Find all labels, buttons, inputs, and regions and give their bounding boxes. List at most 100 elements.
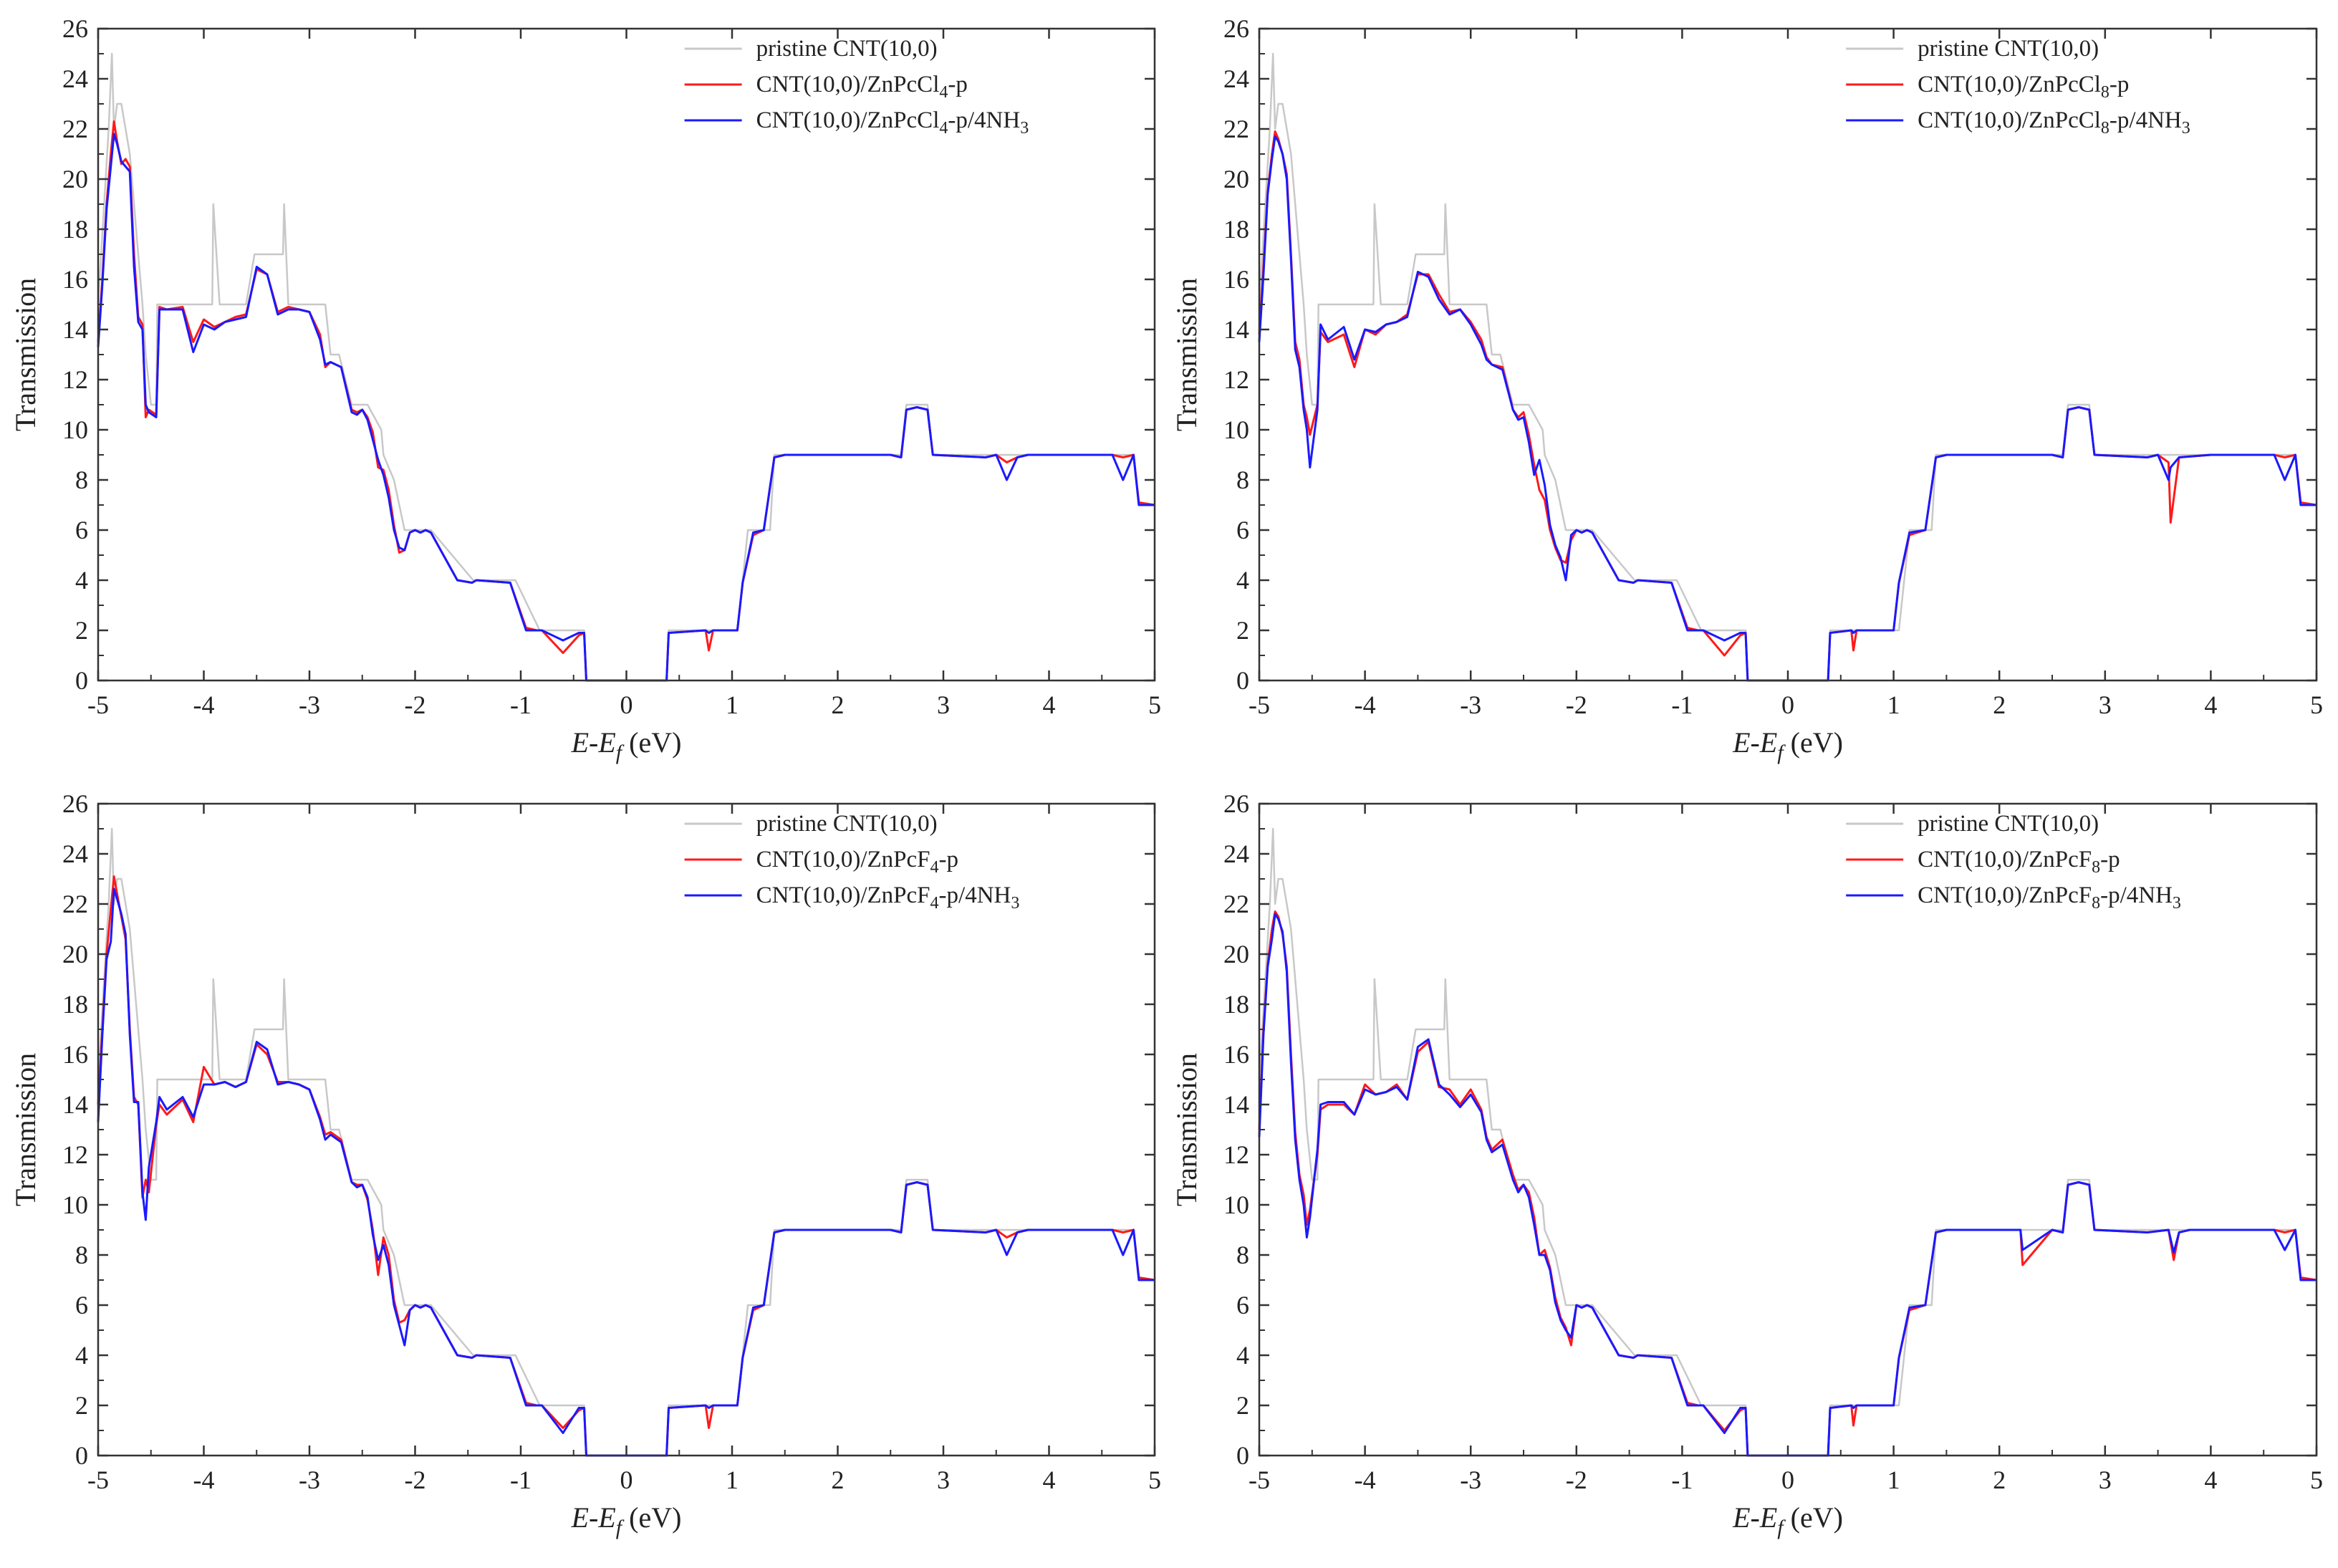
x-tick-label: -2 [405,691,426,719]
y-tick-label: 4 [1236,1341,1249,1370]
x-tick-label: -3 [1460,691,1481,719]
x-tick-label: 1 [726,691,739,719]
y-tick-label: 26 [1223,789,1249,818]
y-tick-label: 8 [1236,466,1249,494]
panel-bottom-right: -5 -4 -3 -2 -1 0 1 2 3 4 502468101214161820222426E… [1170,789,2323,1539]
y-tick-label: 26 [1223,14,1249,43]
y-tick-label: 20 [1223,165,1249,193]
legend-entry-ammonia: CNT(10,0)/ZnPcF4-p/4NH3 [756,882,1020,913]
y-tick-label: 8 [75,1241,88,1269]
x-tick-label: 3 [2099,1466,2112,1494]
x-tick-label: -4 [193,691,215,719]
y-tick-label: 22 [1223,890,1249,918]
y-tick-label: 24 [1223,64,1249,93]
y-tick-label: 20 [62,165,88,193]
series-line-ammonia [97,888,1155,1457]
y-tick-label: 18 [1223,215,1249,244]
x-tick-label: -5 [1249,1466,1270,1494]
panel-top-right: -5 -4 -3 -2 -1 0 1 2 3 4 502468101214161820222426E… [1170,14,2323,764]
y-tick-label: 0 [1236,1441,1249,1470]
y-tick-label: 0 [1236,666,1249,695]
y-tick-label: 8 [75,466,88,494]
x-tick-label: 2 [832,1466,845,1494]
x-tick-label: -2 [1566,1466,1587,1494]
legend-entry-pristine: pristine CNT(10,0) [1918,36,2099,62]
y-tick-label: 18 [62,215,88,244]
x-tick-label: 1 [1887,691,1900,719]
y-tick-label: 20 [62,940,88,968]
y-tick-label: 2 [1236,1391,1249,1420]
x-tick-label: 0 [1781,691,1794,719]
series-line-pristine [97,52,1155,682]
y-tick-label: 4 [75,1341,88,1370]
y-tick-label: 22 [1223,115,1249,143]
x-tick-label: -5 [87,691,109,719]
x-tick-label: 5 [1148,691,1161,719]
y-tick-label: 16 [62,265,88,294]
y-tick-label: 24 [1223,840,1249,868]
y-axis-label: Transmission [9,1053,42,1206]
series-line-substituted [1258,130,2317,682]
legend-entry-pristine: pristine CNT(10,0) [756,36,938,62]
y-tick-label: 22 [62,115,88,143]
legend-entry-ammonia: CNT(10,0)/ZnPcF8-p/4NH3 [1918,882,2181,913]
y-tick-label: 0 [75,666,88,695]
x-tick-label: -1 [510,1466,531,1494]
y-tick-label: 2 [1236,616,1249,645]
x-tick-label: -1 [510,691,531,719]
y-tick-label: 0 [75,1441,88,1470]
y-tick-label: 4 [75,566,88,595]
x-tick-label: 4 [2204,691,2217,719]
y-tick-label: 6 [75,516,88,544]
y-tick-label: 24 [62,64,88,93]
y-tick-label: 20 [1223,940,1249,968]
x-tick-label: 3 [937,1466,950,1494]
y-tick-label: 16 [62,1040,88,1069]
panel-top-left: -5 -4 -3 -2 -1 0 1 2 3 4 502468101214161820222426E… [9,14,1161,764]
series-line-pristine [1258,827,2317,1457]
series-line-substituted [1258,910,2317,1457]
y-tick-label: 12 [1223,1140,1249,1169]
x-tick-label: 4 [1043,691,1056,719]
legend-entry-substituted: CNT(10,0)/ZnPcCl8-p [1918,72,2129,102]
y-tick-label: 10 [62,1191,88,1219]
x-axis-label: E-Ef (eV) [1732,1501,1843,1539]
x-tick-label: 0 [620,691,633,719]
y-tick-label: 2 [75,616,88,645]
y-tick-label: 12 [62,1140,88,1169]
legend-entry-pristine: pristine CNT(10,0) [1918,811,2099,837]
y-tick-label: 12 [62,365,88,394]
x-tick-label: -3 [1460,1466,1481,1494]
series-line-ammonia [1258,135,2317,682]
series-line-ammonia [1258,913,2317,1457]
x-tick-label: 3 [937,691,950,719]
x-tick-label: 5 [2310,1466,2323,1494]
series-line-pristine [1258,52,2317,682]
y-tick-label: 14 [62,315,88,344]
x-tick-label: 3 [2099,691,2112,719]
x-tick-label: 2 [832,691,845,719]
y-tick-label: 6 [75,1291,88,1319]
y-tick-label: 6 [1236,516,1249,544]
x-axis-label: E-Ef (eV) [571,1501,682,1539]
y-tick-label: 18 [1223,990,1249,1019]
x-tick-label: 1 [1887,1466,1900,1494]
series-line-substituted [97,120,1155,682]
x-tick-label: -1 [1671,1466,1693,1494]
y-tick-label: 26 [62,14,88,43]
x-tick-label: -4 [1355,1466,1376,1494]
x-tick-label: -1 [1671,691,1693,719]
x-tick-label: -3 [299,691,320,719]
legend-entry-ammonia: CNT(10,0)/ZnPcCl8-p/4NH3 [1918,107,2190,138]
x-tick-label: -2 [405,1466,426,1494]
y-tick-label: 14 [1223,1090,1249,1119]
y-tick-label: 8 [1236,1241,1249,1269]
legend-entry-ammonia: CNT(10,0)/ZnPcCl4-p/4NH3 [756,107,1029,138]
y-tick-label: 10 [62,415,88,444]
legend-entry-substituted: CNT(10,0)/ZnPcF4-p [756,847,958,877]
x-tick-label: 4 [1043,1466,1056,1494]
y-axis-label: Transmission [9,278,42,431]
x-tick-label: 2 [1993,1466,2006,1494]
y-tick-label: 12 [1223,365,1249,394]
